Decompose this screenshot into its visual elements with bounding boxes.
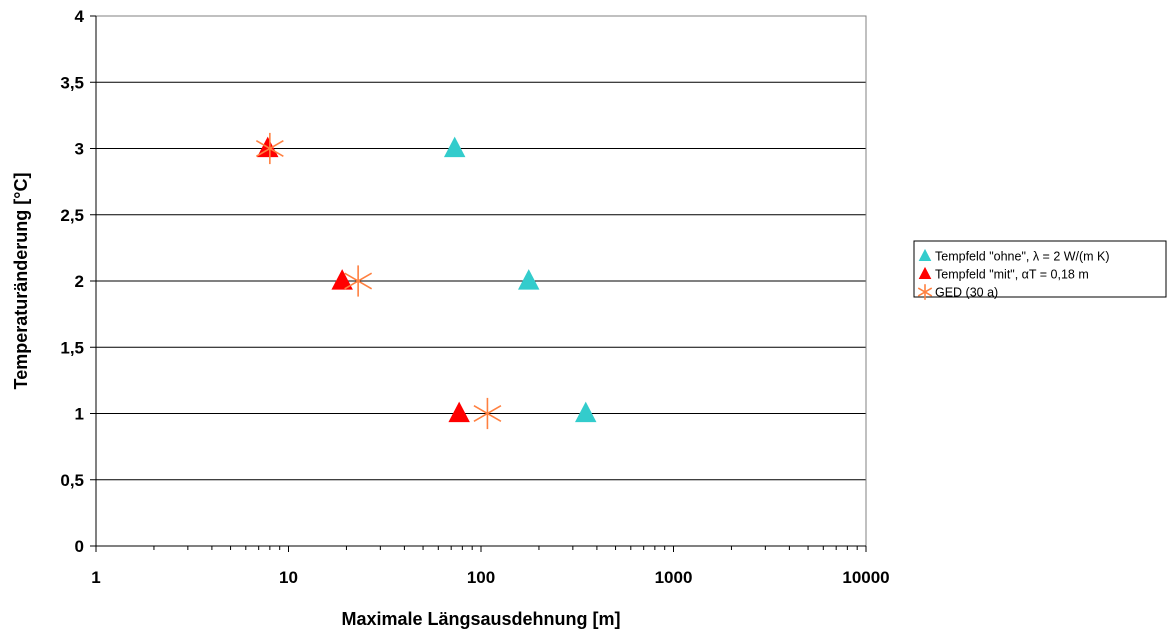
legend-label: GED (30 a) [935,286,998,300]
legend-marker [918,266,932,279]
y-tick-label: 2 [75,272,84,291]
data-point-series-2 [331,269,353,290]
y-tick-label: 1,5 [60,338,84,357]
y-tick-label: 0 [75,537,84,556]
y-tick-label: 3 [75,140,84,159]
x-tick-labels: 1 10 100 1000 10000 [91,568,889,587]
x-tick-label: 10000 [842,568,889,587]
data-point-series-3 [255,132,284,165]
legend-entries: Tempfeld "ohne", λ = 2 W/(m K) Tempfeld "… [917,248,1110,300]
y-tick-label: 2,5 [60,206,84,225]
y-tick-label: 4 [75,7,85,26]
y-tick-label: 0,5 [60,471,84,490]
data-point-series-1 [575,401,597,423]
x-tick-label: 1000 [655,568,693,587]
legend-box [913,240,1167,298]
legend-marker [917,284,933,300]
x-tick-label: 100 [467,568,495,587]
grid-lines [96,15,866,481]
x-tick-label: 10 [279,568,298,587]
data-point-series-2 [448,401,470,423]
legend-marker [918,248,932,261]
y-tick-labels: 0 0,5 1 1,5 2 2,5 3 3,5 4 [60,7,84,556]
data-point-series-1 [518,269,540,290]
x-tick-label: 1 [91,568,100,587]
data-points [255,132,597,430]
x-axis-title: Maximale Längsausdehnung [m] [341,609,620,629]
data-point-series-3 [473,397,502,430]
legend-label: Tempfeld "ohne", λ = 2 W/(m K) [935,250,1110,264]
legend: Tempfeld "ohne", λ = 2 W/(m K) Tempfeld "… [913,240,1167,300]
data-point-series-3 [344,265,373,297]
data-point-series-1 [443,136,466,158]
y-tick-label: 3,5 [60,73,84,92]
y-tick-label: 1 [75,405,84,424]
legend-label: Tempfeld "mit", αT = 0,18 m [935,268,1089,282]
axes [90,15,867,552]
y-axis-title: Temperaturänderung [°C] [11,173,31,390]
